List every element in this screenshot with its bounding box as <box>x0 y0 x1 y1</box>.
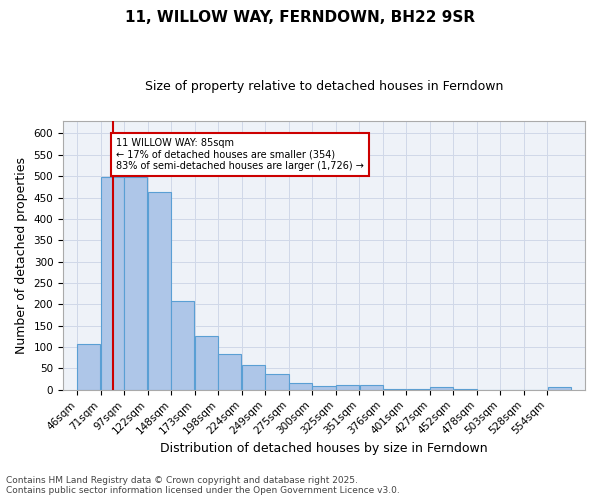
Bar <box>148 192 171 390</box>
Text: Contains HM Land Registry data © Crown copyright and database right 2025.
Contai: Contains HM Land Registry data © Crown c… <box>6 476 400 495</box>
Bar <box>336 384 359 390</box>
Text: 11 WILLOW WAY: 85sqm
← 17% of detached houses are smaller (354)
83% of semi-deta: 11 WILLOW WAY: 85sqm ← 17% of detached h… <box>116 138 364 171</box>
Bar <box>101 178 124 390</box>
X-axis label: Distribution of detached houses by size in Ferndown: Distribution of detached houses by size … <box>160 442 488 455</box>
Bar <box>77 344 100 390</box>
Bar <box>548 388 571 390</box>
Bar <box>124 178 148 390</box>
Bar <box>195 336 218 390</box>
Y-axis label: Number of detached properties: Number of detached properties <box>15 156 28 354</box>
Text: 11, WILLOW WAY, FERNDOWN, BH22 9SR: 11, WILLOW WAY, FERNDOWN, BH22 9SR <box>125 10 475 25</box>
Bar <box>313 386 335 390</box>
Bar <box>430 388 453 390</box>
Bar <box>383 389 406 390</box>
Title: Size of property relative to detached houses in Ferndown: Size of property relative to detached ho… <box>145 80 503 93</box>
Bar <box>218 354 241 390</box>
Bar <box>242 366 265 390</box>
Bar <box>289 383 312 390</box>
Bar <box>172 301 194 390</box>
Bar <box>359 385 383 390</box>
Bar <box>265 374 289 390</box>
